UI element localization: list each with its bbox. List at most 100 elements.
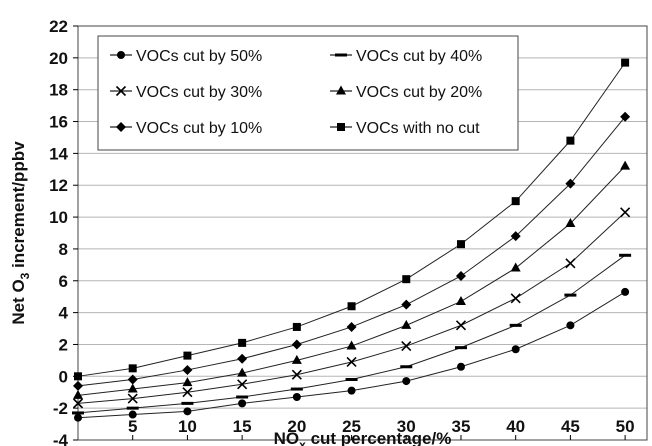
x-axis-title-sub: x [299, 438, 306, 446]
data-point [292, 393, 301, 402]
data-point [401, 340, 412, 352]
series-4 [73, 160, 631, 399]
data-point [620, 111, 631, 122]
data-point [565, 217, 576, 227]
y-axis-title-base: Net O [9, 279, 28, 324]
data-point [346, 340, 357, 350]
series-5 [73, 111, 631, 391]
data-point [236, 395, 249, 399]
data-point [511, 345, 520, 354]
x-tick-label: 30 [397, 417, 416, 436]
legend-label: VOCs cut by 20% [356, 84, 482, 101]
data-point [565, 178, 576, 189]
y-axis-title: Net O3 increment/ppbv [9, 141, 32, 325]
data-point [566, 321, 575, 330]
y-tick-label: 8 [59, 240, 68, 259]
y-axis-ticks: -4 -2 0 2 4 6 8 10 12 14 16 18 20 22 [49, 17, 78, 446]
data-point [346, 321, 357, 332]
data-point [346, 356, 357, 368]
series-6 [74, 58, 630, 381]
data-point [128, 364, 137, 373]
data-point [72, 398, 84, 409]
series-2 [72, 253, 632, 415]
data-point [73, 389, 83, 399]
data-point [455, 295, 466, 305]
data-point [238, 338, 247, 347]
data-point [456, 362, 465, 371]
data-point [455, 320, 467, 331]
plot-area-border [77, 25, 648, 441]
legend-item: VOCs cut by 50% [110, 48, 262, 65]
data-point [291, 369, 302, 380]
data-point [292, 322, 301, 331]
x-tick-label: 15 [233, 417, 252, 436]
y-tick-label: 12 [49, 176, 68, 195]
y-tick-label: 16 [49, 113, 68, 132]
y-tick-label: -4 [53, 431, 69, 446]
data-point [237, 379, 248, 390]
x-tick-label: 45 [561, 417, 580, 436]
y-tick-label: 22 [49, 17, 68, 36]
series-1 [74, 287, 630, 422]
x-tick-label: 10 [178, 417, 197, 436]
y-tick-label: 20 [49, 49, 68, 68]
data-point [182, 377, 193, 387]
data-point [182, 387, 193, 398]
y-tick-label: 6 [59, 272, 68, 291]
x-tick-label: 50 [616, 417, 635, 436]
data-point [620, 160, 631, 170]
y-axis-title-sub: 3 [18, 272, 32, 279]
x-axis-title-rest: cut percentage/% [306, 429, 452, 446]
data-point [454, 346, 467, 350]
legend-item: VOCs cut by 10% [110, 120, 262, 137]
data-point [74, 413, 82, 422]
data-point [181, 401, 194, 405]
x-tick-label: 40 [506, 417, 525, 436]
data-point [402, 377, 411, 386]
legend-item: VOCs with no cut [330, 120, 480, 137]
legend-marker [116, 122, 126, 132]
data-point [347, 302, 356, 311]
legend-item: VOCs cut by 40% [330, 48, 482, 65]
y-tick-label: 2 [59, 335, 68, 354]
legend-label: VOCs with no cut [356, 120, 480, 137]
data-point [291, 339, 302, 350]
data-point [291, 354, 302, 364]
x-tick-label: 35 [452, 417, 471, 436]
y-tick-label: 18 [49, 81, 68, 100]
y-tick-label: 4 [59, 304, 69, 323]
y-tick-label: 0 [59, 367, 68, 386]
legend-marker [117, 51, 125, 59]
legend-box [97, 35, 519, 151]
plot-frame [77, 25, 648, 441]
legend-item: VOCs cut by 30% [110, 84, 262, 101]
data-point [619, 253, 632, 257]
data-point [402, 275, 411, 284]
data-point [127, 383, 138, 393]
data-point [621, 287, 630, 296]
data-point [621, 58, 630, 67]
y-tick-label: 14 [49, 144, 68, 163]
data-point [128, 410, 137, 419]
data-point [565, 258, 576, 269]
data-point [183, 351, 192, 360]
data-point [510, 231, 521, 242]
legend-label: VOCs cut by 30% [136, 84, 262, 101]
legend-label: VOCs cut by 10% [136, 120, 262, 137]
data-point [347, 386, 356, 395]
data-point [345, 377, 358, 381]
data-point [237, 367, 248, 377]
data-point [74, 372, 82, 381]
legend-item: VOCs cut by 20% [330, 84, 482, 101]
y-axis-title-rest: increment/ppbv [9, 141, 28, 273]
data-point [182, 364, 193, 375]
x-tick-label: 20 [287, 417, 306, 436]
data-point [72, 411, 84, 415]
data-point [401, 319, 412, 329]
data-point [509, 323, 522, 327]
data-point [511, 197, 520, 206]
data-point [620, 207, 631, 218]
series-3 [72, 207, 631, 409]
data-point [290, 387, 303, 391]
